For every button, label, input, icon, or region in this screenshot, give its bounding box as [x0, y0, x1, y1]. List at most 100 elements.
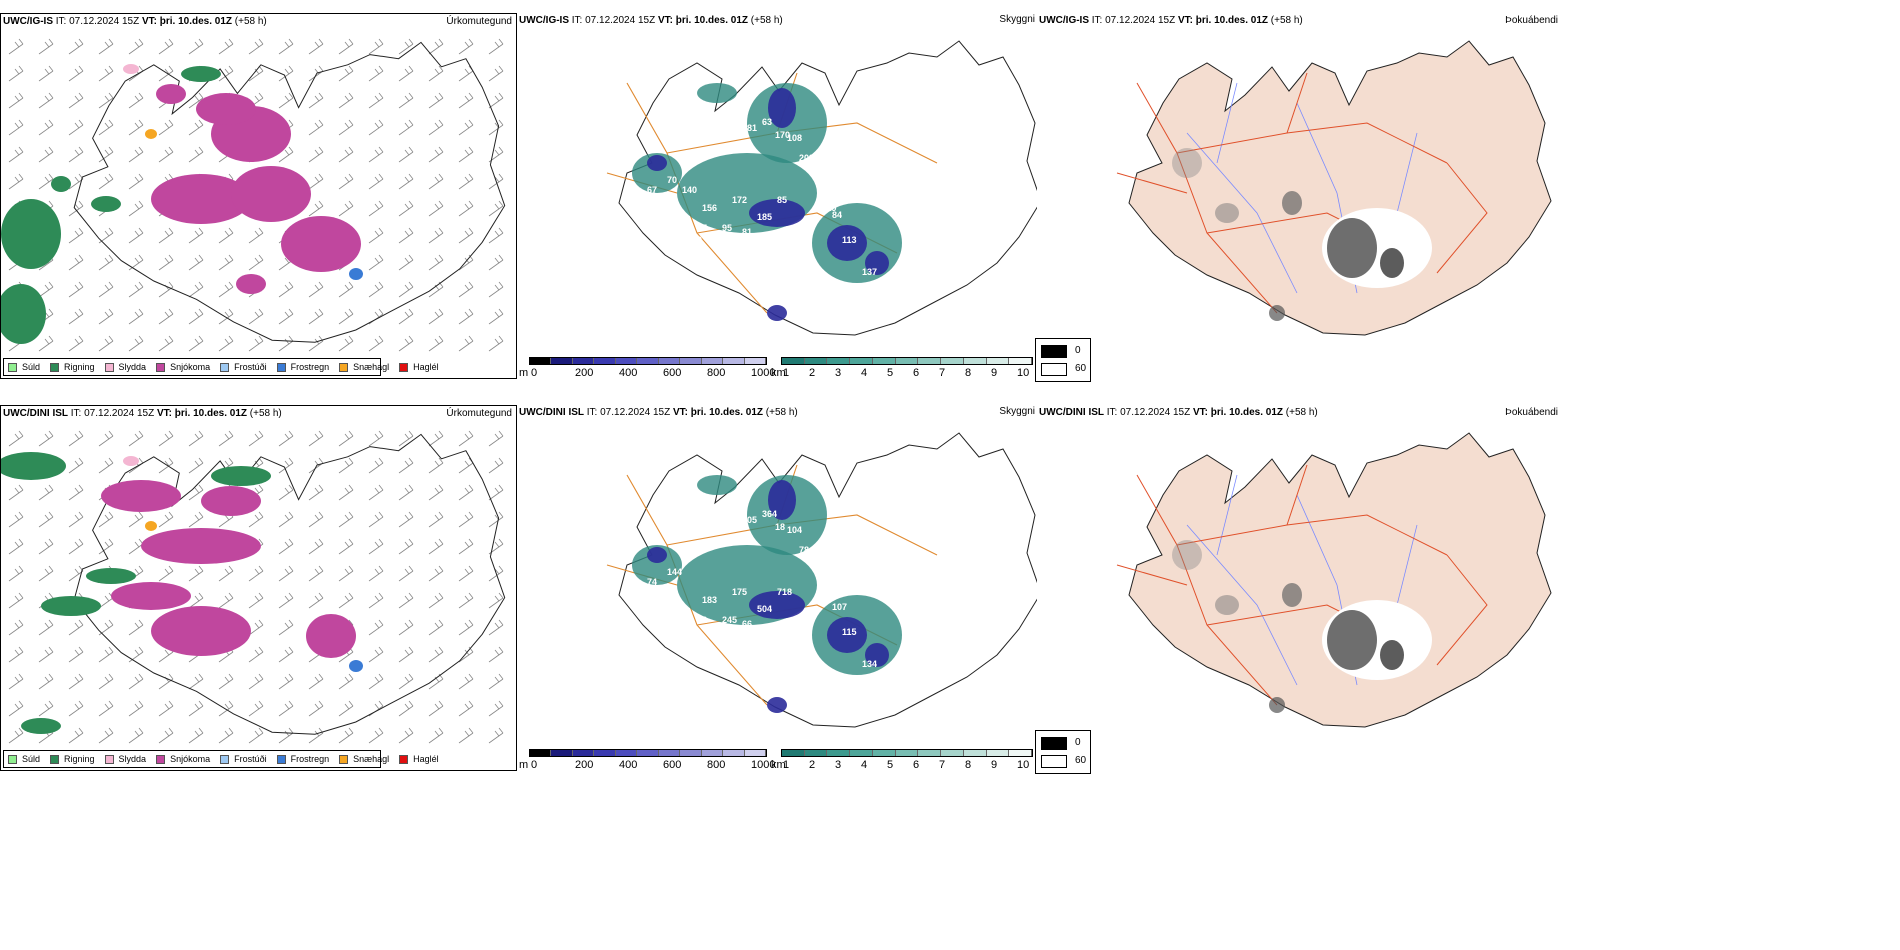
fog-legend-label: 60 — [1075, 363, 1087, 374]
cloud-map-bottom: 343 105 364 18 104 78 175 718 183 504 82 245 66 60107… — [606, 432, 1037, 728]
precip-legend-item: Rigning — [50, 362, 95, 372]
fog-panel-bottom: UWC/DINI ISL IT: 07.12.2024 15Z VT: þri.… — [1037, 405, 1560, 771]
precip-legend-label: Haglél — [413, 754, 439, 764]
precip-legend-label: Frostregn — [290, 754, 330, 764]
precip-legend-item: Frostregn — [276, 754, 330, 764]
precip-legend-label: Súld — [22, 754, 41, 764]
fog-dense-area — [1215, 595, 1239, 615]
snow-area — [111, 582, 191, 610]
fog-title-top: UWC/IG-IS IT: 07.12.2024 15Z VT: þri. 10… — [1039, 15, 1303, 26]
cloud-base-area — [749, 591, 805, 619]
fog-dense-area — [1327, 218, 1377, 278]
visibility-colorbar-top: km 1 2 3 4 5 6 7 8 9 10 — [771, 351, 1037, 379]
colorbar-tick: 2 — [809, 759, 816, 771]
colorbar-tick: 0 — [531, 759, 538, 771]
precip-legend-swatch — [220, 362, 230, 372]
precip-legend-item: Snjókoma — [156, 754, 210, 764]
fog-dense-area — [1327, 610, 1377, 670]
fog-label-top: Þokuábendi — [1505, 15, 1558, 26]
cloud-base-value: 137 — [862, 267, 877, 277]
colorbar-tick: 200 — [575, 367, 594, 379]
cloud-base-value: 115 — [842, 627, 857, 637]
precip-legend-item: Slydda — [104, 362, 147, 372]
colorbar-unit: m — [519, 367, 529, 379]
precip-legend-label: Haglél — [413, 362, 439, 372]
precip-legend-swatch — [104, 362, 114, 372]
colorbar-strip — [529, 357, 767, 365]
colorbar-tick: 10 — [1017, 367, 1030, 379]
precip-legend-swatch — [50, 754, 60, 764]
snow-area — [231, 166, 311, 222]
rain-area — [181, 66, 221, 82]
snow-area — [281, 216, 361, 272]
precip-legend-item: Súld — [8, 754, 40, 764]
precip-legend-label: Frostúði — [234, 754, 267, 764]
cloud-base-area — [767, 305, 787, 321]
colorbar-tick: 800 — [707, 759, 726, 771]
precip-panel-bottom: UWC/DINI ISL IT: 07.12.2024 15Z VT: þri.… — [0, 405, 517, 771]
cloud-base-value: 87 — [697, 223, 707, 233]
cloud-base-value: 364 — [762, 509, 777, 519]
precip-legend-bottom: Súld Rigning Slydda Snjókoma Frostúði Frostre… — [3, 750, 439, 768]
colorbar-tick: 4 — [861, 367, 868, 379]
cloud-base-value: 95 — [722, 223, 732, 233]
precip-legend-label: Súld — [22, 362, 41, 372]
colorbar-tick: 6 — [913, 759, 920, 771]
precip-legend-label: Slydda — [118, 362, 147, 372]
fog-dense-area — [1172, 148, 1202, 178]
cloud-base-value: 172 — [732, 195, 747, 205]
cloudbase-colorbar-top: m 0 200 400 600 800 1000 — [519, 351, 775, 379]
rain-area — [211, 466, 271, 486]
precip-title-bottom: UWC/DINI ISL IT: 07.12.2024 15Z VT: þri.… — [3, 408, 282, 419]
precip-title-top: UWC/IG-IS IT: 07.12.2024 15Z VT: þri. 10… — [3, 16, 267, 27]
rain-area — [91, 196, 121, 212]
fog-legend-swatch — [1041, 345, 1067, 358]
cloud-title-bottom: UWC/DINI ISL IT: 07.12.2024 15Z VT: þri.… — [519, 407, 798, 418]
cloud-base-area — [749, 199, 805, 227]
colorbar-tick: 0 — [531, 367, 538, 379]
colorbar-tick: 9 — [991, 759, 998, 771]
precip-legend-swatch — [104, 754, 114, 764]
fog-legend-label: 0 — [1075, 345, 1081, 356]
fog-legend-top: 0 60 — [1035, 338, 1091, 382]
cloud-base-value: 175 — [732, 587, 747, 597]
cloud-base-value: 170 — [775, 130, 790, 140]
precip-legend-item: Rigning — [50, 754, 95, 764]
precip-legend-swatch — [339, 362, 349, 372]
cloud-base-value: 203 — [799, 153, 814, 163]
precip-legend-label: Frostúði — [234, 362, 267, 372]
fog-legend-label: 60 — [1075, 755, 1087, 766]
rain-area — [86, 568, 136, 584]
precip-legend-swatch — [399, 754, 409, 764]
colorbar-unit: km — [771, 367, 786, 379]
cloud-base-value: 144 — [667, 567, 682, 577]
fog-legend-swatch — [1041, 737, 1067, 750]
precip-legend-top: Súld Rigning Slydda Snjókoma Frostúði Frostre… — [3, 358, 439, 376]
precip-legend-swatch — [339, 754, 349, 764]
colorbar-strip — [781, 749, 1033, 757]
colorbar-tick: 600 — [663, 759, 682, 771]
colorbar-tick: 1 — [783, 367, 790, 379]
visibility-colorbar-bottom: km 1 2 3 4 5 6 7 8 9 10 — [771, 743, 1037, 771]
cloud-base-area — [647, 547, 667, 563]
cloud-base-value: 84 — [832, 210, 842, 220]
freezing-rain-area — [349, 660, 363, 672]
cloud-base-value: 82 — [697, 615, 707, 625]
cloud-title-top: UWC/IG-IS IT: 07.12.2024 15Z VT: þri. 10… — [519, 15, 783, 26]
cloud-base-area — [768, 88, 796, 128]
fog-map-bottom — [1116, 432, 1552, 728]
colorbar-tick: 7 — [939, 759, 946, 771]
colorbar-strip — [781, 357, 1033, 365]
colorbar-tick: 800 — [707, 367, 726, 379]
cloud-base-value: 209 — [722, 115, 737, 125]
colorbar-tick: 600 — [663, 367, 682, 379]
cloud-base-value: 85 — [777, 195, 787, 205]
cloud-base-value: 504 — [757, 604, 772, 614]
iceland-landmass — [1128, 432, 1552, 728]
snow-area — [156, 84, 186, 104]
cloud-base-value: 107 — [832, 602, 847, 612]
cloud-base-value: 140 — [682, 185, 697, 195]
precip-legend-item: Snæhagl — [339, 362, 389, 372]
fog-legend-swatch — [1041, 363, 1067, 376]
snow-area — [306, 614, 356, 658]
